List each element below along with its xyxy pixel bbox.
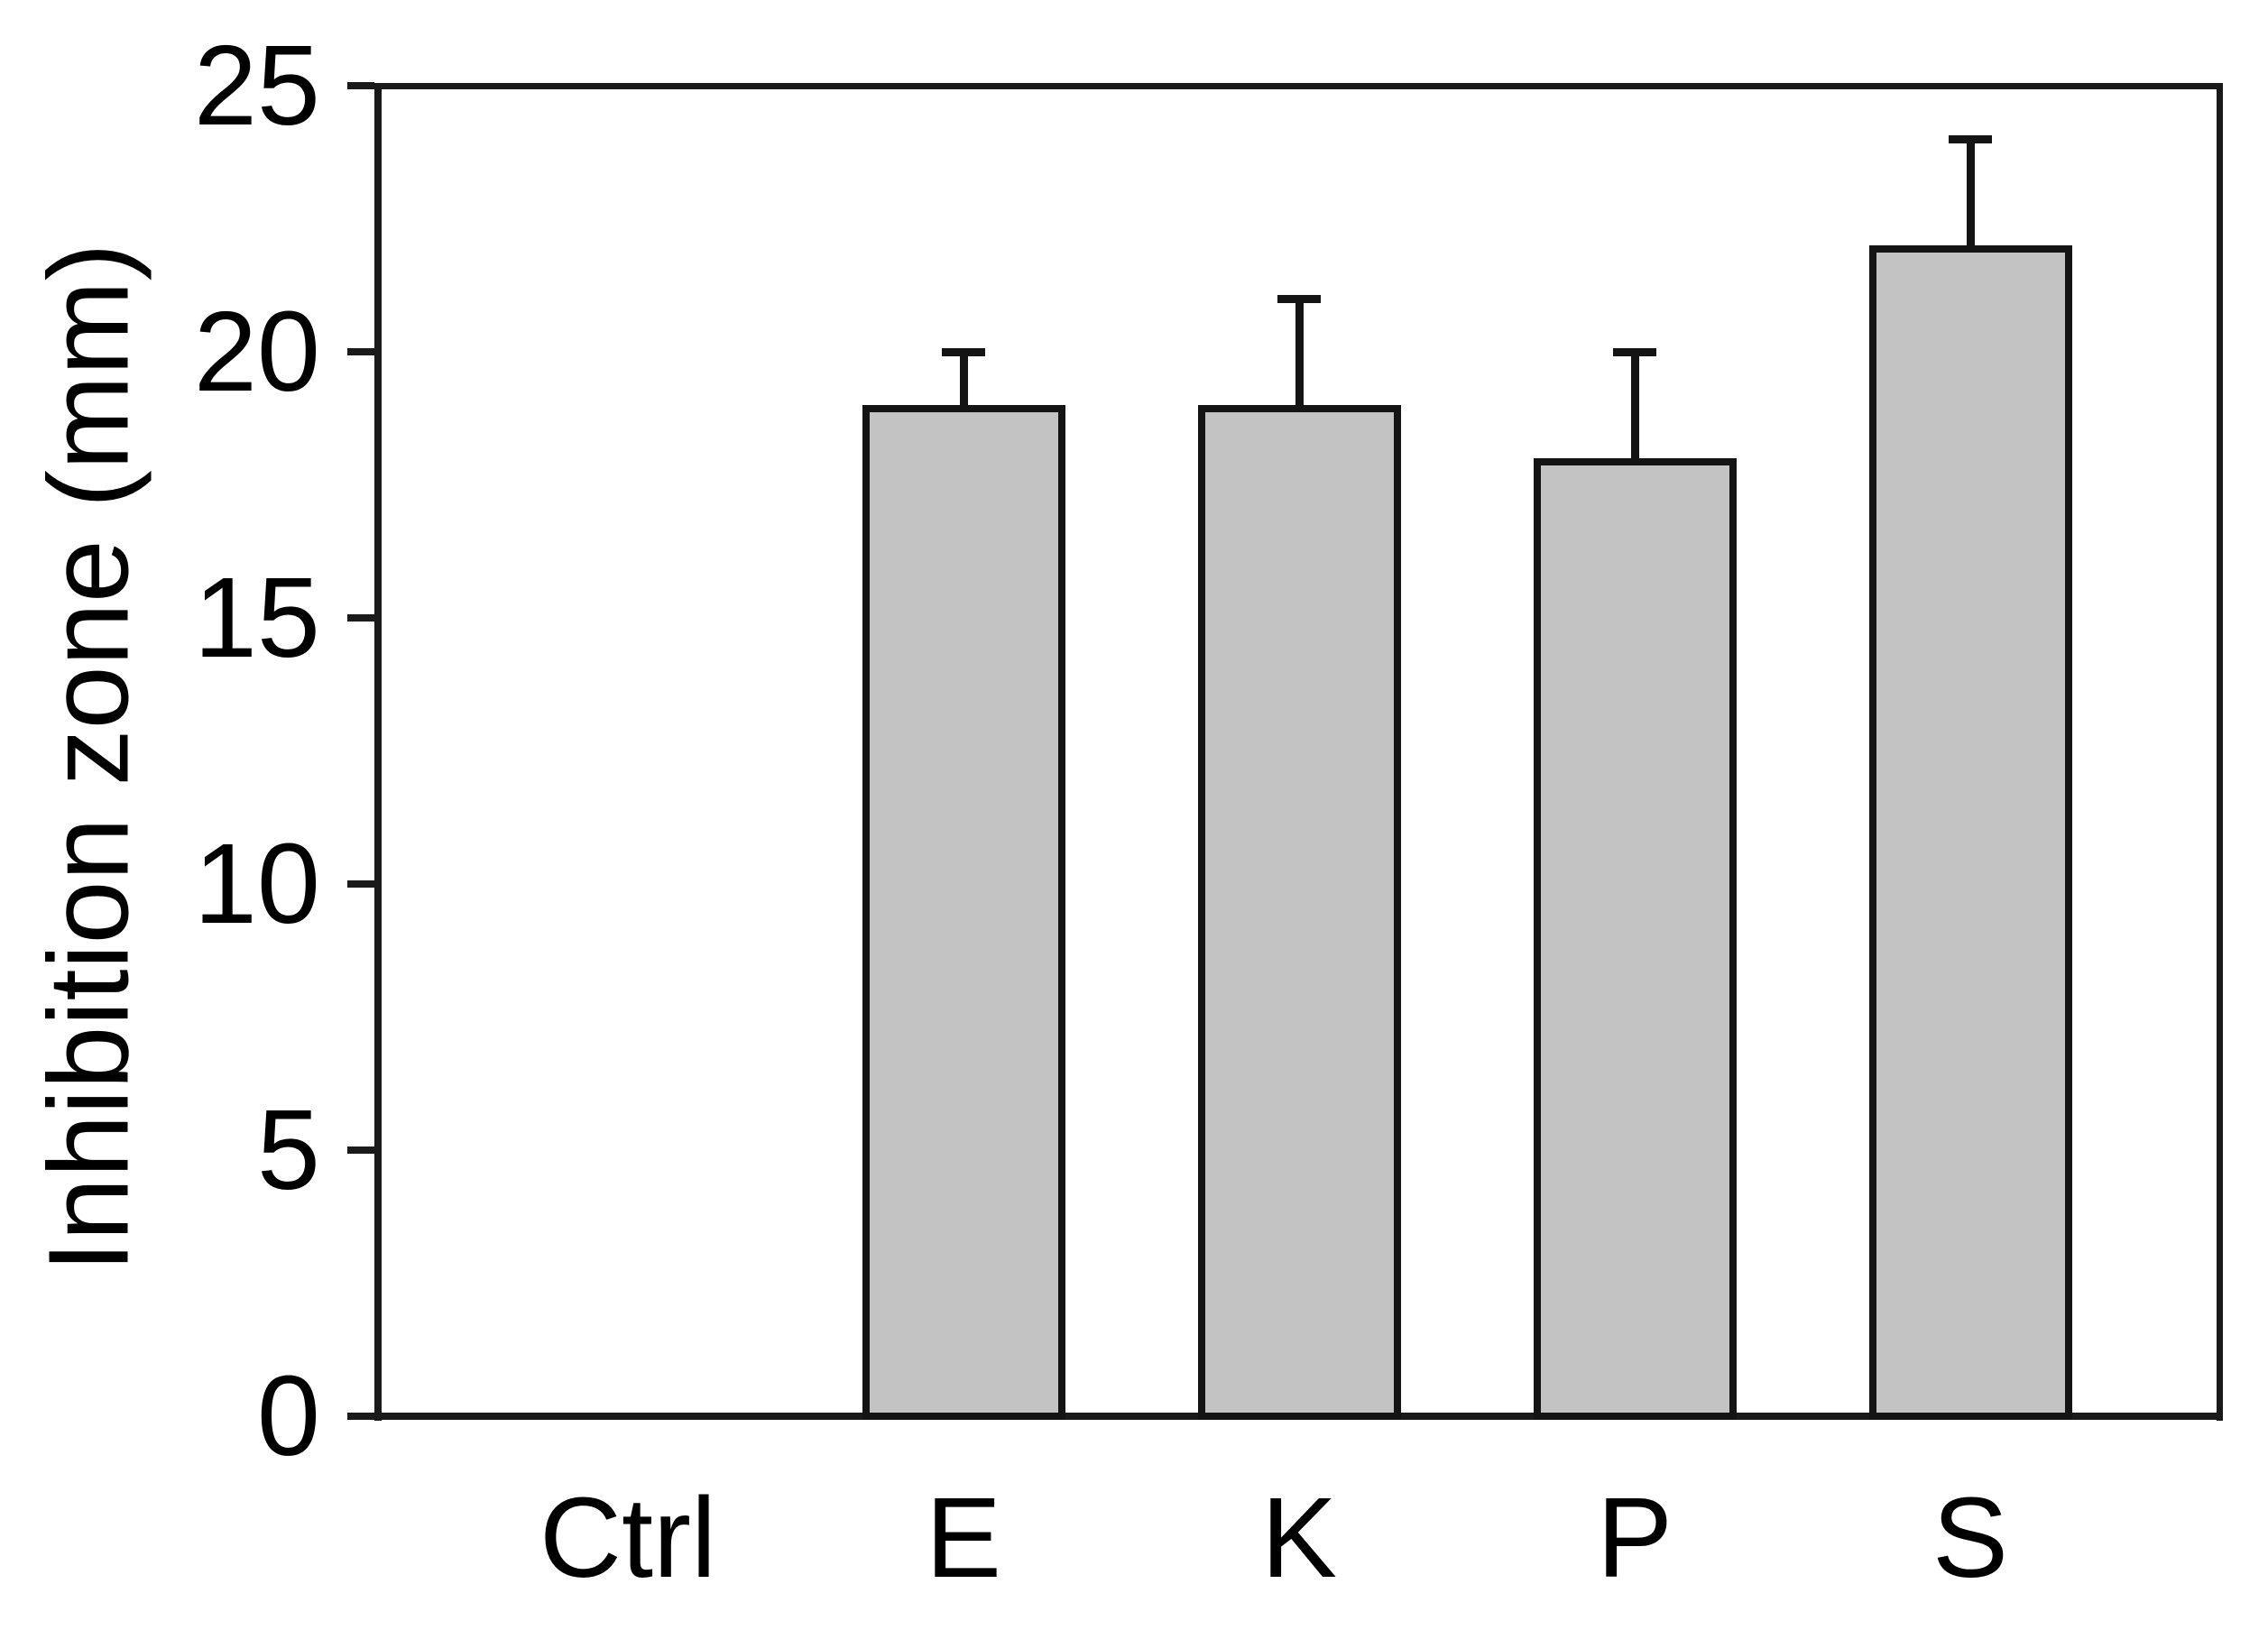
y-tick-label: 20 [193,288,320,415]
y-tick-label: 10 [193,820,320,947]
bar-E [862,405,1065,1420]
bar-K [1197,405,1401,1420]
x-tick-label-E: E [925,1474,1002,1601]
error-bar-stem-K [1295,299,1304,405]
error-bar-stem-E [959,352,968,405]
y-tick-mark [347,1147,374,1154]
bar-P [1533,458,1737,1420]
y-tick-mark [347,614,374,622]
error-bar-cap-E [942,348,985,356]
x-tick-label-Ctrl: Ctrl [539,1474,716,1601]
error-bar-stem-P [1630,352,1639,458]
error-bar-cap-S [1949,135,1992,143]
plot-frame-top [374,83,2223,89]
y-tick-label: 0 [256,1352,320,1479]
y-tick-mark [347,1413,374,1420]
y-tick-label: 25 [193,22,320,149]
x-tick-label-S: S [1931,1474,2009,1601]
plot-frame-right [2217,83,2223,1421]
y-tick-label: 15 [193,554,320,681]
error-bar-cap-K [1277,295,1321,303]
error-bar-cap-P [1613,348,1656,356]
error-bar-stem-S [1966,139,1975,245]
y-tick-label: 5 [256,1086,320,1213]
bar-S [1868,245,2072,1420]
y-tick-mark [347,880,374,888]
y-tick-mark [347,348,374,355]
x-tick-label-K: K [1260,1474,1338,1601]
y-axis-line [374,83,382,1421]
x-tick-label-P: P [1596,1474,1673,1601]
y-tick-mark [347,82,374,89]
